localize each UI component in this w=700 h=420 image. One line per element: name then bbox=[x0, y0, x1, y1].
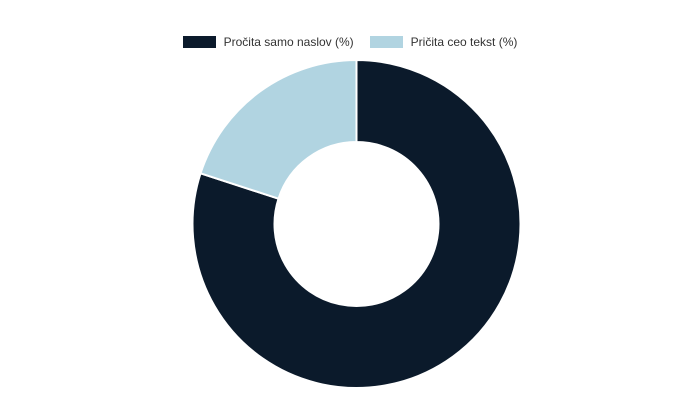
donut-slice-1[interactable] bbox=[199, 59, 358, 200]
legend-label: Pročita samo naslov (%) bbox=[223, 35, 354, 49]
legend-label: Pričita ceo tekst (%) bbox=[410, 35, 518, 49]
legend-swatch-light bbox=[369, 36, 403, 48]
legend-item-procita-samo-naslov[interactable]: Pročita samo naslov (%) bbox=[182, 33, 354, 51]
donut-slice-0[interactable] bbox=[191, 59, 522, 389]
chart-legend: Pročita samo naslov (%) Pričita ceo teks… bbox=[0, 33, 700, 51]
legend-item-pricita-ceo-tekst[interactable]: Pričita ceo tekst (%) bbox=[369, 33, 518, 51]
legend-swatch-dark bbox=[182, 36, 216, 48]
